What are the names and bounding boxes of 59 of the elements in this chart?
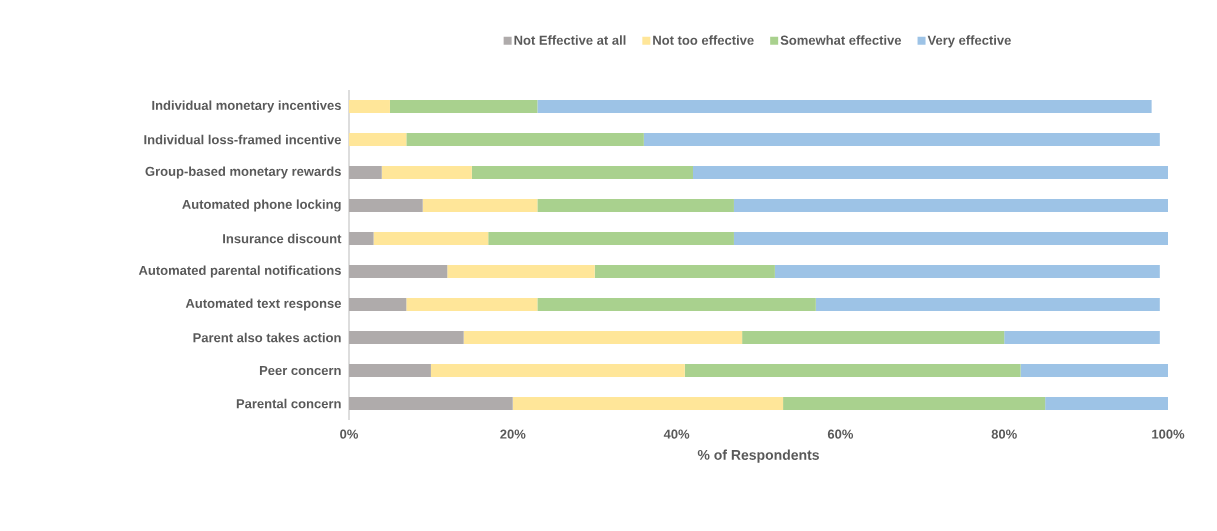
- bar: [389, 100, 538, 113]
- bar: [349, 298, 407, 311]
- bar: [349, 100, 390, 113]
- bar: [406, 298, 538, 311]
- bar: [406, 133, 644, 146]
- bar: [537, 298, 816, 311]
- x-tick-label: 0%: [340, 429, 359, 439]
- bar: [733, 199, 1169, 212]
- x-tick-label: 100%: [1152, 429, 1185, 439]
- y-tick-label: Individual monetary incentives: [152, 100, 341, 113]
- bar: [783, 397, 1046, 411]
- bar: [349, 166, 382, 179]
- bar: [349, 331, 464, 344]
- bar: [537, 100, 1152, 113]
- y-tick-label: Parent also takes action: [193, 332, 341, 343]
- bar: [1004, 331, 1160, 344]
- bar: [349, 397, 513, 411]
- legend-label: Somewhat effective: [780, 35, 902, 45]
- bar: [488, 232, 734, 245]
- bar: [643, 133, 1160, 146]
- bar: [463, 331, 743, 344]
- x-tick-label: 40%: [663, 429, 690, 439]
- bar: [422, 199, 538, 212]
- bar: [684, 364, 1021, 377]
- x-tick-label: 20%: [500, 429, 526, 439]
- bar: [594, 265, 775, 278]
- x-axis-title: % of Respondents: [697, 449, 819, 463]
- bar: [349, 199, 423, 212]
- bar: [512, 397, 784, 411]
- legend-label: Not too effective: [653, 35, 754, 45]
- bar: [349, 232, 374, 245]
- y-tick-label: Parental concern: [236, 398, 341, 409]
- bar: [1045, 397, 1169, 411]
- y-tick-label: Automated phone locking: [182, 199, 341, 212]
- bar: [537, 199, 734, 212]
- x-tick-label: 80%: [991, 429, 1017, 439]
- y-tick-label: Automated text response: [185, 298, 342, 311]
- bar: [447, 265, 595, 278]
- legend-label: Not Effective at all: [514, 35, 626, 45]
- bar: [373, 232, 489, 245]
- bar: [774, 265, 1160, 278]
- bar: [349, 364, 431, 377]
- x-tick-label: 60%: [827, 429, 854, 439]
- y-tick-label: Group-based monetary rewards: [145, 166, 341, 179]
- y-tick-label: Insurance discount: [223, 233, 342, 244]
- bar: [471, 166, 693, 179]
- y-tick-label: Individual loss-framed incentive: [144, 134, 342, 145]
- legend-label: Very effective: [927, 35, 1011, 48]
- bar: [349, 265, 448, 278]
- bar: [733, 232, 1169, 245]
- bar: [1020, 364, 1169, 377]
- bar: [692, 166, 1169, 179]
- bar: [742, 331, 1005, 344]
- y-tick-label: Automated parental notifications: [138, 265, 341, 278]
- bar: [349, 133, 407, 146]
- bar: [815, 298, 1160, 311]
- bar: [430, 364, 685, 377]
- bar: [381, 166, 472, 179]
- y-tick-label: Peer concern: [259, 365, 341, 376]
